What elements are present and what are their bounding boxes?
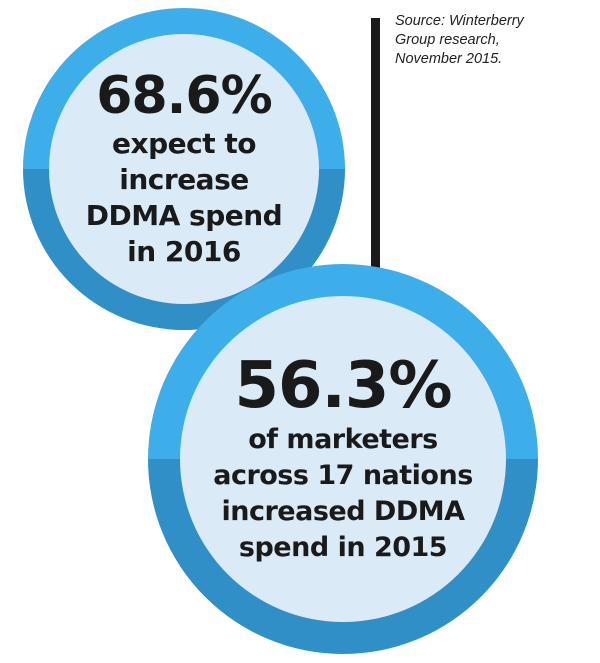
stat-circle-inner: 68.6% expect to increase DDMA spend in 2… xyxy=(49,34,319,304)
stat-value: 68.6% xyxy=(96,66,272,126)
stat-circle-2015: 56.3% of marketers across 17 nations inc… xyxy=(148,264,538,654)
stat-caption-line: increased DDMA xyxy=(221,496,465,527)
stat-caption-line: across 17 nations xyxy=(213,460,473,491)
stat-caption-line: expect to xyxy=(112,127,256,160)
stat-circle-2016: 68.6% expect to increase DDMA spend in 2… xyxy=(23,8,345,330)
vertical-divider xyxy=(371,18,380,270)
source-line: Group research, xyxy=(395,32,500,48)
source-line: Source: Winterberry xyxy=(395,13,524,29)
stat-caption-line: of marketers xyxy=(248,424,438,455)
stat-circle-inner: 56.3% of marketers across 17 nations inc… xyxy=(180,296,506,622)
stat-caption-line: DDMA spend xyxy=(85,199,283,232)
source-note: Source: Winterberry Group research, Nove… xyxy=(395,12,595,69)
stat-value: 56.3% xyxy=(234,349,452,423)
source-line: November 2015. xyxy=(395,51,503,67)
stat-caption-line: in 2016 xyxy=(127,235,241,268)
stat-caption-line: spend in 2015 xyxy=(238,532,448,563)
stat-caption-line: increase xyxy=(119,163,249,196)
